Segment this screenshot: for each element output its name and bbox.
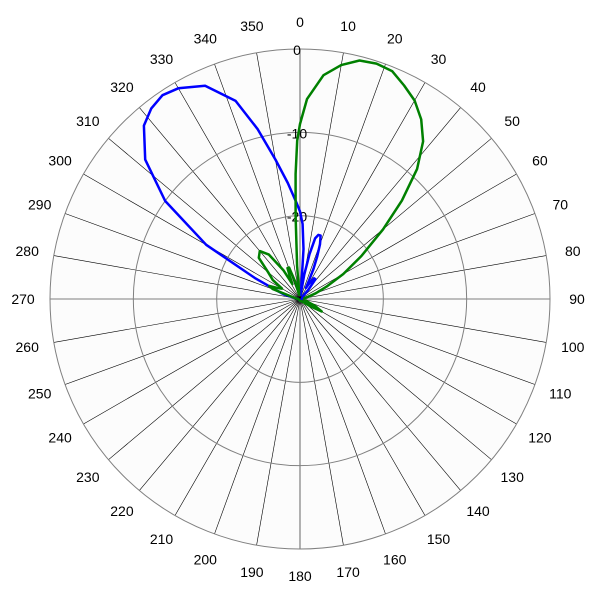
spoke-30 bbox=[299, 82, 426, 300]
spoke-280 bbox=[53, 255, 301, 300]
spoke-300 bbox=[83, 173, 301, 300]
angle-label-350: 350 bbox=[240, 18, 264, 34]
spoke-80 bbox=[299, 255, 547, 300]
radius-label-0: 0 bbox=[293, 42, 301, 58]
angle-label-330: 330 bbox=[150, 51, 174, 67]
spoke-260 bbox=[53, 298, 301, 343]
angle-label-240: 240 bbox=[48, 430, 72, 446]
angle-label-30: 30 bbox=[431, 51, 447, 67]
spoke-350 bbox=[256, 52, 301, 300]
angle-label-290: 290 bbox=[28, 196, 52, 212]
angle-label-310: 310 bbox=[76, 113, 100, 129]
spoke-130 bbox=[299, 298, 492, 460]
angle-label-280: 280 bbox=[16, 243, 40, 259]
spoke-10 bbox=[299, 52, 344, 300]
angle-label-210: 210 bbox=[150, 531, 174, 547]
angle-label-110: 110 bbox=[549, 386, 572, 402]
angle-label-60: 60 bbox=[532, 153, 548, 169]
spoke-150 bbox=[299, 298, 426, 516]
spoke-290 bbox=[64, 213, 301, 300]
angle-label-70: 70 bbox=[553, 196, 569, 212]
spoke-320 bbox=[139, 107, 301, 300]
angle-label-140: 140 bbox=[466, 503, 490, 519]
angle-label-230: 230 bbox=[76, 469, 100, 485]
angle-label-170: 170 bbox=[336, 564, 360, 580]
spoke-220 bbox=[139, 298, 301, 491]
angle-label-40: 40 bbox=[470, 79, 486, 95]
spoke-40 bbox=[299, 107, 461, 300]
angle-label-260: 260 bbox=[16, 339, 40, 355]
angle-label-150: 150 bbox=[427, 531, 451, 547]
angle-label-20: 20 bbox=[387, 31, 403, 47]
angle-label-300: 300 bbox=[48, 153, 72, 169]
angle-label-50: 50 bbox=[504, 113, 520, 129]
spoke-240 bbox=[83, 298, 301, 425]
spoke-250 bbox=[64, 298, 301, 385]
angle-label-80: 80 bbox=[565, 243, 581, 259]
spoke-70 bbox=[299, 213, 536, 300]
angle-tick-labels: 0 10 20 30 40 50 60 70 80 90 100 110 120 130 140 150 160… bbox=[11, 14, 585, 584]
angle-gridlines bbox=[50, 49, 550, 549]
angle-label-190: 190 bbox=[240, 564, 264, 580]
angle-label-130: 130 bbox=[501, 469, 525, 485]
angle-label-340: 340 bbox=[194, 31, 218, 47]
angle-label-250: 250 bbox=[28, 386, 52, 402]
spoke-160 bbox=[299, 298, 386, 535]
series-line-1 bbox=[142, 84, 322, 302]
spoke-340 bbox=[214, 63, 301, 300]
angle-label-180: 180 bbox=[288, 568, 312, 584]
angle-label-90: 90 bbox=[569, 291, 585, 307]
spoke-230 bbox=[108, 298, 301, 460]
angle-label-160: 160 bbox=[383, 551, 407, 567]
spoke-170 bbox=[299, 298, 344, 546]
angle-label-200: 200 bbox=[194, 551, 218, 567]
spoke-190 bbox=[256, 298, 301, 546]
spoke-330 bbox=[174, 82, 301, 300]
spoke-140 bbox=[299, 298, 461, 491]
spoke-100 bbox=[299, 298, 547, 343]
series-lines bbox=[142, 59, 425, 313]
ring-1 bbox=[132, 131, 468, 467]
radius-label-2: -20 bbox=[287, 209, 307, 225]
angle-label-220: 220 bbox=[110, 503, 134, 519]
angle-label-100: 100 bbox=[561, 339, 585, 355]
spoke-120 bbox=[299, 298, 517, 425]
spoke-110 bbox=[299, 298, 536, 385]
angle-label-120: 120 bbox=[528, 430, 552, 446]
radius-label-1: -10 bbox=[287, 125, 307, 141]
ring-0 bbox=[49, 48, 551, 550]
angle-label-10: 10 bbox=[340, 18, 356, 34]
spoke-200 bbox=[214, 298, 301, 535]
spoke-210 bbox=[174, 298, 301, 516]
spoke-50 bbox=[299, 138, 492, 300]
spoke-20 bbox=[299, 63, 386, 300]
angle-label-0: 0 bbox=[296, 14, 304, 30]
angle-label-270: 270 bbox=[11, 291, 35, 307]
angle-label-320: 320 bbox=[110, 79, 134, 95]
series-line-2 bbox=[257, 59, 425, 313]
